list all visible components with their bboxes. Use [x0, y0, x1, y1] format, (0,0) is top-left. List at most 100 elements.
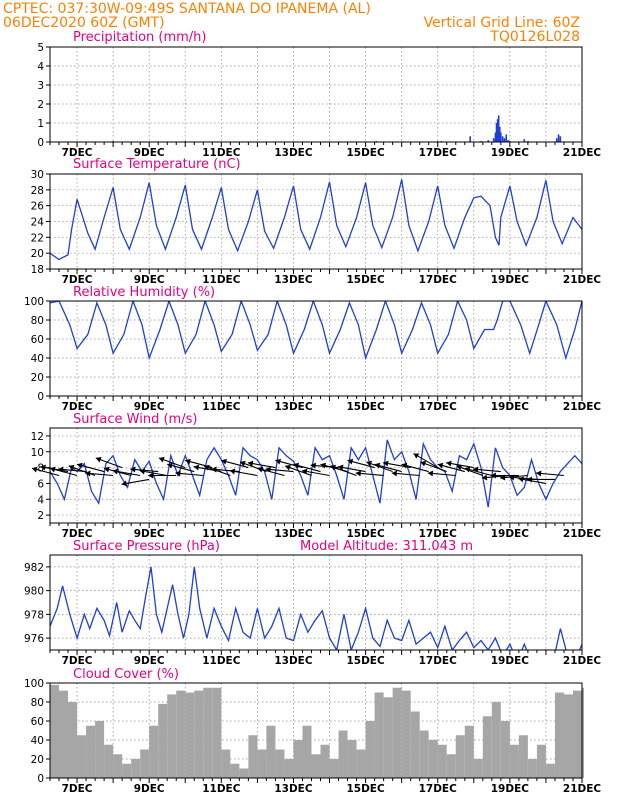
- y-tick-label: 10: [31, 447, 44, 459]
- wind-arrow-head: [536, 470, 542, 477]
- x-tick-label: 9DEC: [134, 274, 165, 286]
- wind-arrow-head: [310, 462, 316, 469]
- wind-arrow: [31, 466, 60, 477]
- precip-plot-area: [50, 47, 582, 142]
- precip-bar: [496, 119, 499, 142]
- wind-arrow: [330, 464, 357, 477]
- x-tick-label: 15DEC: [346, 401, 385, 413]
- cloud-cover-bar: [284, 759, 294, 778]
- y-tick-label: 980: [24, 586, 44, 598]
- precip-bar: [487, 140, 490, 142]
- y-tick-label: 12: [31, 431, 44, 443]
- x-tick-label: 9DEC: [134, 147, 165, 159]
- precip-bar: [494, 132, 497, 142]
- y-tick-label: 18: [31, 264, 44, 276]
- precip-bar: [500, 132, 502, 142]
- x-tick-label: 19DEC: [491, 401, 530, 413]
- y-tick-label: 28: [31, 185, 44, 197]
- wind-arrow-head: [58, 466, 64, 473]
- precipitation-panel: Precipitation (mm/h) 0 1 2 3 4 5 7DEC 9DEC 11DEC…: [37, 30, 601, 159]
- cloud-cover-bar: [212, 687, 222, 778]
- x-tick-label: 15DEC: [346, 655, 385, 667]
- wind-arrow: [112, 468, 141, 477]
- x-tick-label: 19DEC: [491, 655, 530, 667]
- y-tick-label: 6: [37, 478, 44, 490]
- wind-arrow-head: [413, 453, 420, 459]
- wind-arrow-head: [456, 464, 463, 471]
- wind-arrow-head: [446, 460, 452, 467]
- wind-arrow-head: [158, 456, 165, 463]
- wind-panel: Surface Wind (m/s) 2 4 6 8 10 12 7DEC 9DEC 11DEC…: [31, 412, 602, 540]
- header-location: CPTEC: 037:30W-09:49S SANTANA DO IPANEMA…: [3, 1, 371, 17]
- cloud-cover-bar: [77, 735, 87, 778]
- wind-arrow: [221, 458, 249, 469]
- wind-arrow: [374, 462, 402, 473]
- wind-frame: [49, 427, 583, 524]
- y-tick-label: 100: [24, 296, 44, 308]
- wind-arrow: [121, 478, 150, 487]
- wind-arrow-head: [437, 462, 444, 469]
- wind-arrow: [526, 476, 555, 483]
- cloud-cover-bar: [464, 725, 474, 778]
- y-tick-label: 2: [37, 99, 44, 111]
- cloud-cover-bar: [104, 744, 114, 778]
- x-tick-label: 19DEC: [491, 274, 530, 286]
- wind-arrow: [413, 453, 439, 469]
- x-tick-label: 9DEC: [134, 783, 165, 795]
- temp-series-line: [50, 179, 582, 261]
- pres-frame: [49, 554, 583, 651]
- wind-arrow: [76, 462, 105, 473]
- wind-arrow-head: [148, 472, 154, 479]
- x-tick-label: 17DEC: [419, 655, 458, 667]
- wind-arrow-head: [247, 460, 254, 467]
- y-tick-label: 60: [31, 334, 44, 346]
- wind-arrow: [536, 470, 565, 477]
- wind-arrow-head: [420, 460, 427, 467]
- humidity-panel: Relative Humidity (%) 0 20 40 60 80 100 7DEC 9D…: [24, 285, 601, 413]
- precip-bar: [498, 126, 501, 142]
- cloud-cover-bar: [518, 735, 528, 778]
- wind-arrow-head: [40, 464, 46, 471]
- cloud-cover-bar: [545, 763, 555, 778]
- cloud-cover-bar: [338, 730, 348, 778]
- cloud-cover-bar: [410, 711, 420, 778]
- y-tick-label: 40: [31, 353, 44, 365]
- y-tick-label: 4: [37, 61, 44, 73]
- wind-title: Surface Wind (m/s): [73, 412, 197, 427]
- wind-arrow: [464, 466, 492, 477]
- humidity-title: Relative Humidity (%): [73, 285, 215, 300]
- precip-bar: [559, 136, 562, 142]
- cloud-cover-bar: [356, 749, 366, 778]
- x-tick-label: 11DEC: [202, 655, 241, 667]
- cloud-frame: [49, 682, 583, 779]
- wind-grid: [50, 428, 582, 523]
- wind-arrow: [284, 464, 312, 477]
- wind-arrow-head: [175, 470, 181, 477]
- wind-arrow-head: [221, 458, 227, 465]
- temperature-title: Surface Temperature (nC): [73, 157, 241, 172]
- x-tick-label: 13DEC: [274, 274, 313, 286]
- cloud-cover-bar: [320, 744, 330, 778]
- temperature-panel: Surface Temperature (nC) 18 20 22 24 26 28 30 7…: [31, 157, 602, 286]
- x-tick-label: 17DEC: [419, 783, 458, 795]
- wind-arrow: [301, 468, 330, 477]
- wind-arrow: [85, 470, 114, 477]
- wind-arrow: [420, 460, 447, 473]
- wind-arrow: [293, 462, 321, 473]
- wind-arrow-head: [77, 462, 83, 469]
- x-tick-label: 19DEC: [491, 783, 530, 795]
- wind-arrow-head: [265, 466, 271, 473]
- cloud-cover-bar: [113, 754, 123, 778]
- cloud-cover-bar: [275, 749, 285, 778]
- wind-arrow-head: [391, 470, 398, 477]
- wind-arrow-head: [374, 462, 381, 469]
- wind-arrow-head: [347, 458, 354, 465]
- x-tick-label: 7DEC: [62, 783, 93, 795]
- y-tick-label: 0: [37, 773, 44, 785]
- cloud-cover-bar: [473, 759, 483, 778]
- cloud-cover-bar: [239, 768, 249, 778]
- wind-arrow-head: [500, 474, 506, 481]
- x-tick-label: 13DEC: [274, 147, 313, 159]
- pres-grid: [50, 555, 582, 650]
